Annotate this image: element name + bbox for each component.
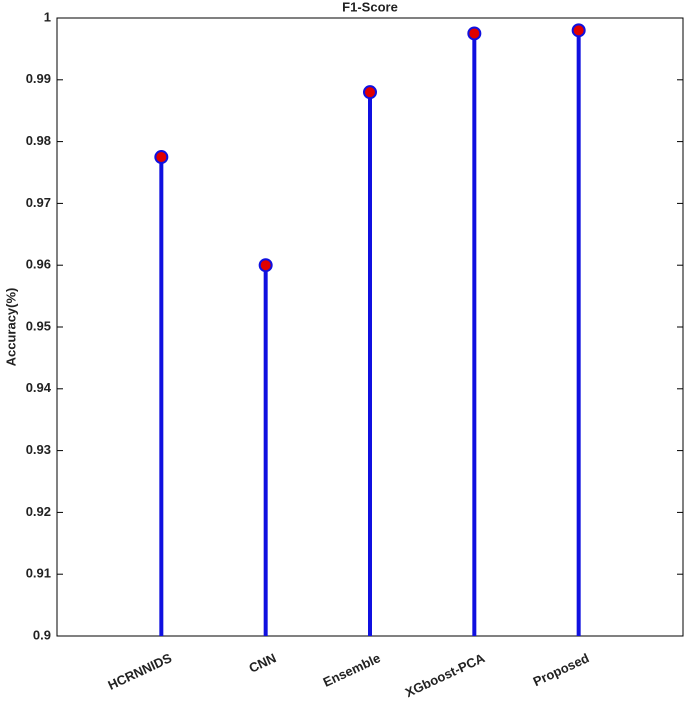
- stem-marker: [154, 150, 169, 165]
- y-tick-label: 0.99: [26, 71, 51, 86]
- stem-marker: [363, 85, 377, 100]
- y-tick-label: 0.91: [26, 566, 51, 581]
- x-tick-label: HCRNNIDS: [106, 650, 175, 693]
- y-axis-label: Accuracy(%): [3, 288, 18, 367]
- y-tick-label: 0.93: [26, 442, 51, 457]
- x-tick-label: CNN: [247, 650, 279, 676]
- stem-marker: [467, 26, 482, 41]
- x-tick-label: Ensemble: [321, 650, 383, 690]
- y-tick-label: 0.94: [26, 380, 52, 395]
- chart-title: F1-Score: [342, 0, 398, 14]
- y-tick-label: 0.97: [26, 195, 51, 210]
- y-tick-label: 0.92: [26, 504, 51, 519]
- x-tick-label: Proposed: [531, 650, 592, 689]
- y-tick-label: 0.95: [26, 318, 51, 333]
- y-tick-label: 0.9: [33, 627, 51, 642]
- y-tick-label: 0.98: [26, 133, 51, 148]
- stem-marker: [571, 23, 586, 38]
- stem-marker: [258, 258, 273, 273]
- x-tick-label: XGboost-PCA: [403, 650, 488, 700]
- y-tick-label: 0.96: [26, 257, 51, 272]
- y-tick-label: 1: [44, 9, 51, 24]
